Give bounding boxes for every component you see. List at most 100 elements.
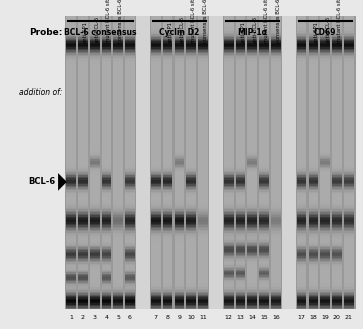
Bar	[309, 231, 318, 233]
Bar	[102, 250, 111, 252]
Bar	[151, 52, 161, 53]
Bar	[175, 37, 184, 38]
Bar	[113, 186, 123, 187]
Bar	[309, 268, 318, 269]
Bar	[309, 89, 318, 90]
Bar	[175, 278, 184, 280]
Bar	[198, 65, 208, 66]
Bar	[66, 191, 76, 193]
Bar	[102, 225, 111, 227]
Bar	[297, 127, 306, 128]
Bar	[66, 274, 76, 275]
Bar	[66, 234, 76, 236]
Bar	[102, 122, 111, 124]
Bar	[186, 84, 196, 86]
Bar	[198, 244, 208, 246]
Bar	[175, 141, 184, 143]
Bar	[125, 216, 135, 218]
Bar	[163, 271, 172, 272]
Bar	[90, 97, 99, 99]
Bar	[236, 55, 245, 56]
Bar	[78, 78, 88, 80]
Bar	[102, 268, 111, 269]
Bar	[102, 46, 111, 47]
Bar	[78, 253, 88, 255]
Bar	[113, 21, 123, 22]
Bar	[297, 114, 306, 115]
Bar	[248, 143, 257, 144]
Bar	[236, 183, 245, 184]
Bar	[224, 71, 233, 72]
Bar	[102, 277, 111, 278]
Bar	[102, 127, 111, 128]
Bar	[186, 133, 196, 134]
Bar	[309, 291, 318, 293]
Bar	[271, 224, 281, 225]
Bar	[248, 296, 257, 297]
Bar	[198, 174, 208, 175]
Bar	[151, 183, 161, 184]
Bar	[163, 193, 172, 194]
Bar	[344, 202, 354, 203]
Bar	[321, 134, 330, 136]
Bar	[344, 269, 354, 271]
Bar	[175, 102, 184, 103]
Bar	[102, 266, 111, 268]
Bar	[175, 293, 184, 294]
Bar	[236, 66, 245, 68]
Bar	[248, 62, 257, 63]
Bar	[90, 289, 99, 290]
Bar	[125, 194, 135, 196]
Bar	[198, 180, 208, 181]
Bar	[175, 93, 184, 94]
Bar	[102, 186, 111, 187]
Bar	[344, 139, 354, 140]
Bar	[236, 137, 245, 139]
Bar	[186, 234, 196, 236]
Bar	[175, 44, 184, 46]
Bar	[248, 184, 257, 186]
Bar	[66, 44, 76, 46]
Bar	[224, 237, 233, 239]
Bar	[248, 24, 257, 25]
Bar	[102, 152, 111, 153]
Bar	[321, 153, 330, 155]
Bar	[332, 28, 342, 30]
Bar	[78, 89, 88, 90]
Bar	[332, 306, 342, 308]
Bar	[224, 275, 233, 277]
Bar	[344, 283, 354, 284]
Bar	[224, 24, 233, 25]
Bar	[248, 36, 257, 37]
Bar	[236, 169, 245, 171]
Bar	[236, 225, 245, 227]
Bar	[90, 253, 99, 255]
Bar	[113, 236, 123, 237]
Bar	[332, 46, 342, 47]
Bar	[332, 262, 342, 264]
Bar	[163, 277, 172, 278]
Bar	[236, 293, 245, 294]
Bar	[78, 224, 88, 225]
Bar	[163, 291, 172, 293]
Bar	[236, 186, 245, 187]
Bar	[125, 168, 135, 169]
Bar	[224, 131, 233, 133]
Bar	[151, 215, 161, 216]
Bar	[175, 86, 184, 87]
Bar	[224, 16, 233, 309]
Bar	[297, 65, 306, 66]
Bar	[344, 308, 354, 309]
Bar	[66, 200, 76, 202]
Bar	[344, 256, 354, 258]
Bar	[309, 141, 318, 143]
Bar	[224, 109, 233, 111]
Bar	[259, 231, 269, 233]
Bar	[321, 25, 330, 27]
Bar	[297, 180, 306, 181]
Bar	[151, 256, 161, 258]
Bar	[224, 140, 233, 141]
Bar	[209, 16, 223, 309]
Bar	[90, 281, 99, 283]
Bar	[332, 103, 342, 105]
